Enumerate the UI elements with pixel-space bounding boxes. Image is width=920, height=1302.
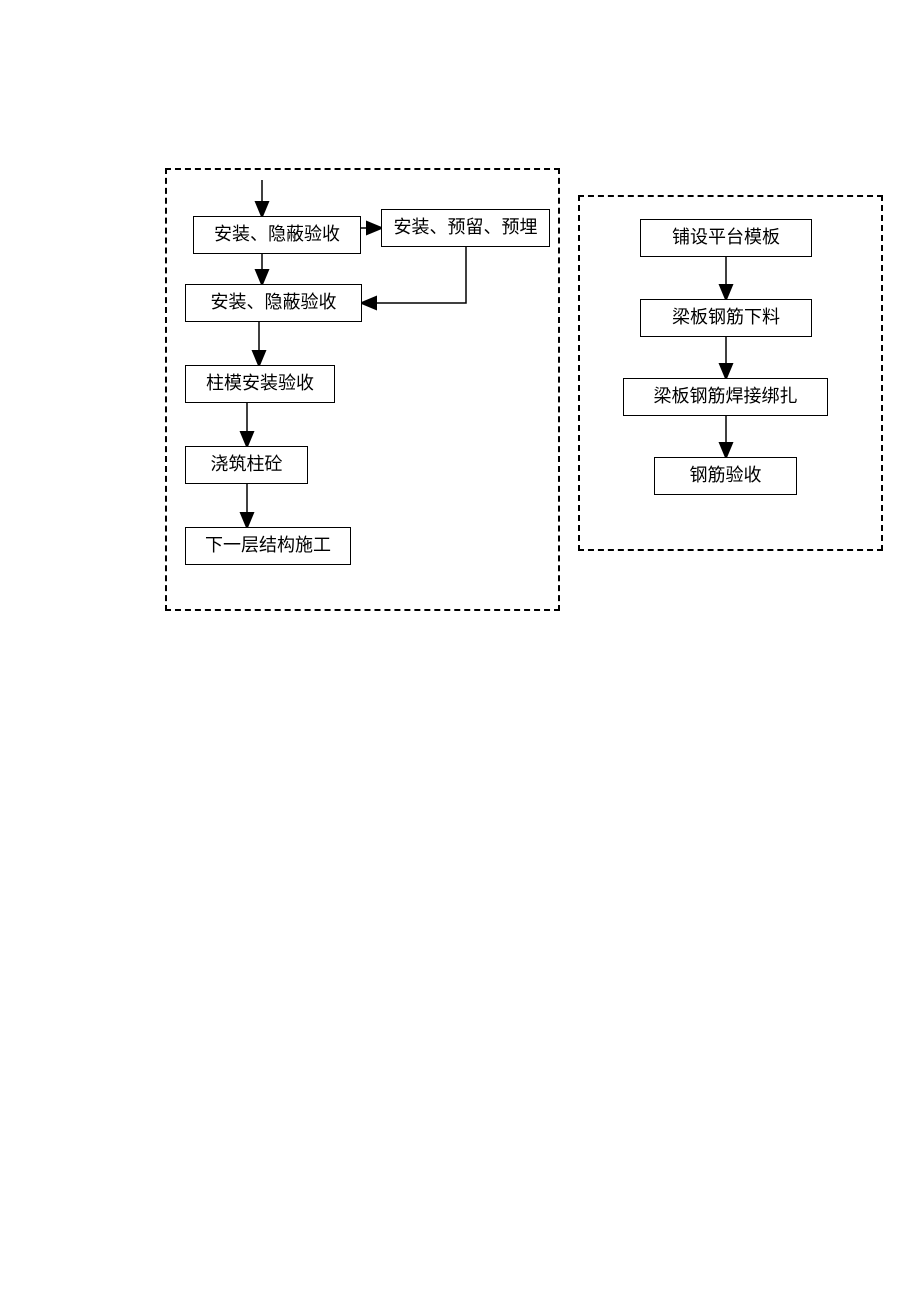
node-r4: 钢筋验收 <box>654 457 797 495</box>
node-n2: 安装、预留、预埋 <box>381 209 550 247</box>
node-r3: 梁板钢筋焊接绑扎 <box>623 378 828 416</box>
node-n5: 浇筑柱砼 <box>185 446 308 484</box>
node-r2: 梁板钢筋下料 <box>640 299 812 337</box>
node-n6: 下一层结构施工 <box>185 527 351 565</box>
node-r1: 铺设平台模板 <box>640 219 812 257</box>
node-n3: 安装、隐蔽验收 <box>185 284 362 322</box>
node-n4: 柱模安装验收 <box>185 365 335 403</box>
node-n1: 安装、隐蔽验收 <box>193 216 361 254</box>
